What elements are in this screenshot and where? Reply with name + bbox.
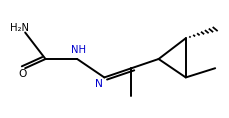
- Text: H₂N: H₂N: [10, 23, 29, 33]
- Text: NH: NH: [71, 45, 86, 55]
- Text: N: N: [95, 79, 103, 89]
- Text: O: O: [19, 69, 27, 79]
